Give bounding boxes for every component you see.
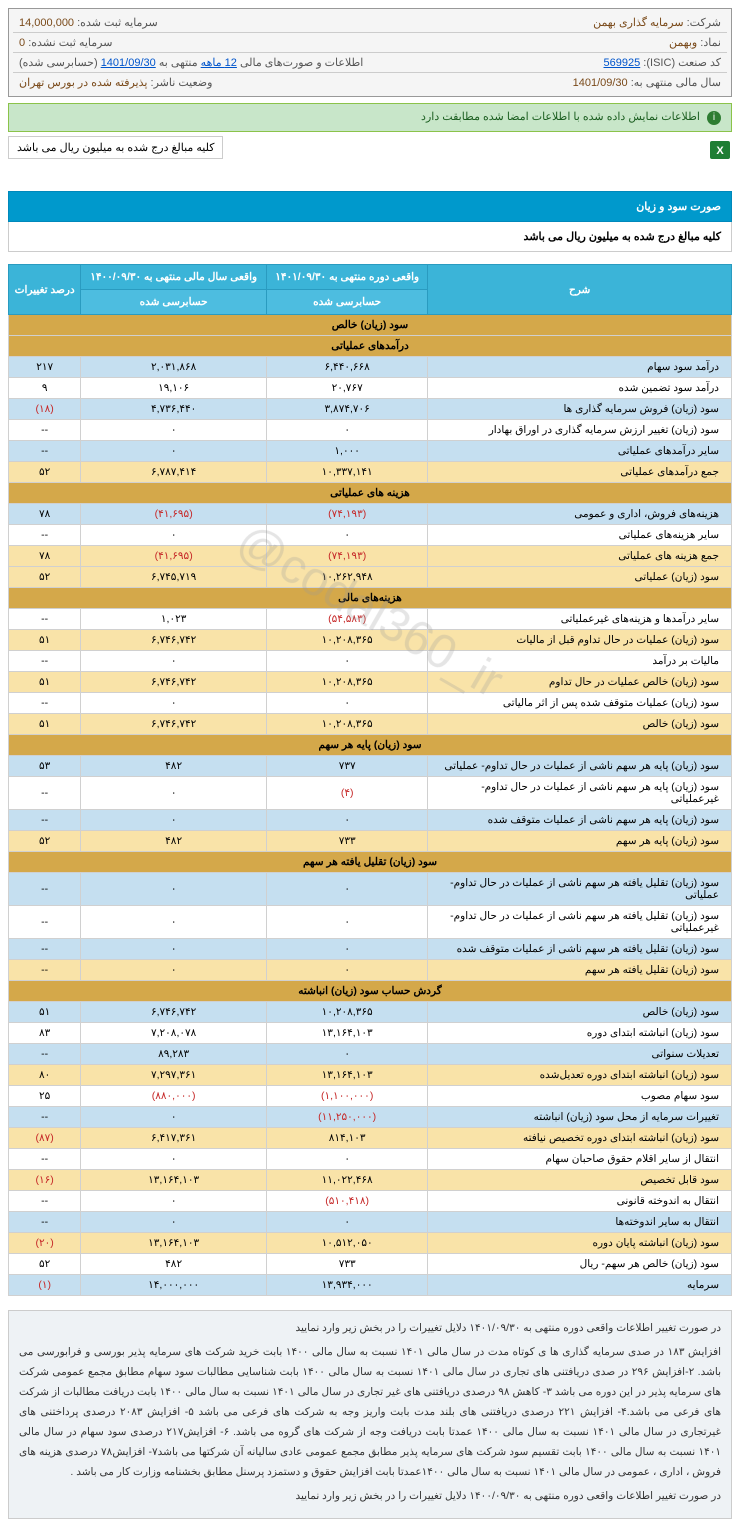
table-row: سود (زیان) خالص۱۰,۲۰۸,۳۶۵۶,۷۴۶,۷۴۲۵۱	[9, 714, 732, 735]
svg-text:X: X	[716, 145, 724, 157]
status-label: وضعیت ناشر:	[151, 77, 213, 89]
table-row: سایر هزینه‌های عملیاتی۰۰--	[9, 525, 732, 546]
section-title: صورت سود و زیان	[8, 191, 732, 222]
report-date-link[interactable]: 1401/09/30	[101, 57, 156, 69]
col-period2: واقعی سال مالی منتهی به ۱۴۰۰/۰۹/۳۰	[81, 265, 267, 290]
sub-notice: کلیه مبالغ درج شده به میلیون ریال می باش…	[8, 136, 223, 159]
col-sub2: حسابرسی شده	[81, 290, 267, 315]
table-row: سود (زیان) عملیاتی۱۰,۲۶۲,۹۴۸۶,۷۴۵,۷۱۹۵۲	[9, 567, 732, 588]
table-row: درآمد سود تضمین شده۲۰,۷۶۷۱۹,۱۰۶۹	[9, 378, 732, 399]
footer-p1: در صورت تغییر اطلاعات واقعی دوره منتهی ب…	[19, 1319, 721, 1339]
group-header: سود (زیان) تقلیل یافته هر سهم	[9, 852, 732, 873]
table-row: سود (زیان) پایه هر سهم۷۳۳۴۸۲۵۲	[9, 831, 732, 852]
table-row: هزینه‌های فروش، اداری و عمومی(۷۴,۱۹۳)(۴۱…	[9, 504, 732, 525]
group-header: درآمدهای عملیاتی	[9, 336, 732, 357]
table-row: سود (زیان) تقلیل یافته هر سهم ناشی از عم…	[9, 906, 732, 939]
section-sub: کلیه مبالغ درج شده به میلیون ریال می باش…	[8, 222, 732, 252]
footer-p2: افزایش ۱۸۳ در صدی سرمایه گذاری ها ی کوتا…	[19, 1343, 721, 1483]
table-row: سرمایه۱۳,۹۳۴,۰۰۰۱۴,۰۰۰,۰۰۰(۱)	[9, 1275, 732, 1296]
table-row: سود (زیان) خالص۱۰,۲۰۸,۳۶۵۶,۷۴۶,۷۴۲۵۱	[9, 1002, 732, 1023]
table-row: جمع هزینه های عملیاتی(۷۴,۱۹۳)(۴۱,۶۹۵)۷۸	[9, 546, 732, 567]
table-row: انتقال به اندوخته قانونی(۵۱۰,۴۱۸)۰--	[9, 1191, 732, 1212]
table-row: سود (زیان) پایه هر سهم ناشی از عملیات در…	[9, 777, 732, 810]
fy-label: سال مالی منتهی به:	[631, 77, 721, 89]
table-row: سود (زیان) پایه هر سهم ناشی از عملیات مت…	[9, 810, 732, 831]
table-row: سود (زیان) فروش سرمایه گذاری ها۳,۸۷۴,۷۰۶…	[9, 399, 732, 420]
footer-notes: در صورت تغییر اطلاعات واقعی دوره منتهی ب…	[8, 1310, 732, 1519]
table-row: درآمد سود سهام۶,۴۴۰,۶۶۸۲,۰۳۱,۸۶۸۲۱۷	[9, 357, 732, 378]
table-row: سود (زیان) تقلیل یافته هر سهم ناشی از عم…	[9, 873, 732, 906]
report-mid: منتهی به	[159, 57, 198, 69]
col-change: درصد تغییرات	[9, 265, 81, 315]
table-row: سود (زیان) انباشته پایان دوره۱۰,۵۱۲,۰۵۰۱…	[9, 1233, 732, 1254]
financial-table: شرح واقعی دوره منتهی به ۱۴۰۱/۰۹/۳۰ واقعی…	[8, 264, 732, 1296]
col-sub1: حسابرسی شده	[266, 290, 427, 315]
table-row: مالیات بر درآمد۰۰--	[9, 651, 732, 672]
footer-p3: در صورت تغییر اطلاعات واقعی دوره منتهی ب…	[19, 1487, 721, 1507]
group-header: هزینه‌های مالی	[9, 588, 732, 609]
capital-reg-label: سرمایه ثبت شده:	[77, 17, 158, 29]
group-header: سود (زیان) پایه هر سهم	[9, 735, 732, 756]
symbol-value: وبهمن	[669, 37, 697, 49]
report-label: اطلاعات و صورت‌های مالی	[240, 57, 363, 69]
table-row: سود (زیان) انباشته ابتدای دوره۱۳,۱۶۴,۱۰۳…	[9, 1023, 732, 1044]
capital-unreg-label: سرمایه ثبت نشده:	[28, 37, 112, 49]
notice-match: i اطلاعات نمایش داده شده با اطلاعات امضا…	[8, 103, 732, 132]
table-row: سود (زیان) خالص هر سهم- ریال۷۳۳۴۸۲۵۲	[9, 1254, 732, 1275]
info-box: شرکت: سرمایه گذاری بهمن سرمایه ثبت شده: …	[8, 8, 732, 97]
table-row: سایر درآمدها و هزینه‌های غیرعملیاتی(۵۴,۵…	[9, 609, 732, 630]
table-row: جمع درآمدهای عملیاتی۱۰,۳۳۷,۱۴۱۶,۷۸۷,۴۱۴۵…	[9, 462, 732, 483]
table-row: سود (زیان) انباشته ابتدای دوره تخصیص نیا…	[9, 1128, 732, 1149]
symbol-label: نماد:	[700, 37, 721, 49]
table-row: تعدیلات سنواتی۰۸۹,۲۸۳--	[9, 1044, 732, 1065]
capital-unreg-value: 0	[19, 37, 25, 49]
group-header: هزینه های عملیاتی	[9, 483, 732, 504]
report-period-link[interactable]: 12 ماهه	[201, 57, 237, 69]
notice-text: اطلاعات نمایش داده شده با اطلاعات امضا ش…	[421, 111, 700, 123]
isic-link[interactable]: 569925	[604, 57, 641, 69]
table-row: سود (زیان) پایه هر سهم ناشی از عملیات در…	[9, 756, 732, 777]
table-row: انتقال به سایر اندوخته‌ها۰۰--	[9, 1212, 732, 1233]
info-icon: i	[707, 111, 721, 125]
status-value: پذیرفته شده در بورس تهران	[19, 77, 147, 89]
table-row: سود (زیان) انباشته ابتدای دوره تعدیل‌شده…	[9, 1065, 732, 1086]
table-row: انتقال از سایر اقلام حقوق صاحبان سهام۰۰-…	[9, 1149, 732, 1170]
table-row: سود (زیان) عملیات متوقف شده پس از اثر ما…	[9, 693, 732, 714]
table-row: سود (زیان) خالص عملیات در حال تداوم۱۰,۲۰…	[9, 672, 732, 693]
group-header: گردش حساب سود (زیان) انباشته	[9, 981, 732, 1002]
table-row: تغییرات سرمایه از محل سود (زیان) انباشته…	[9, 1107, 732, 1128]
table-row: سود (زیان) تقلیل یافته هر سهم ناشی از عم…	[9, 939, 732, 960]
group-header: سود (زیان) خالص	[9, 315, 732, 336]
table-row: سود سهام مصوب(۱,۱۰۰,۰۰۰)(۸۸۰,۰۰۰)۲۵	[9, 1086, 732, 1107]
company-value: سرمایه گذاری بهمن	[593, 17, 683, 29]
table-row: سایر درآمدهای عملیاتی۱,۰۰۰۰--	[9, 441, 732, 462]
report-suffix: (حسابرسی شده)	[19, 57, 98, 69]
col-desc: شرح	[428, 265, 732, 315]
table-row: سود (زیان) تقلیل یافته هر سهم۰۰--	[9, 960, 732, 981]
col-period1: واقعی دوره منتهی به ۱۴۰۱/۰۹/۳۰	[266, 265, 427, 290]
isic-label: کد صنعت (ISIC):	[643, 57, 721, 69]
capital-reg-value: 14,000,000	[19, 17, 74, 29]
table-row: سود (زیان) تغییر ارزش سرمایه گذاری در او…	[9, 420, 732, 441]
company-label: شرکت:	[687, 17, 721, 29]
excel-icon[interactable]: X	[708, 138, 732, 162]
table-row: سود (زیان) عملیات در حال تداوم قبل از ما…	[9, 630, 732, 651]
table-row: سود قابل تخصیص۱۱,۰۲۲,۴۶۸۱۳,۱۶۴,۱۰۳(۱۶)	[9, 1170, 732, 1191]
fy-value: 1401/09/30	[573, 77, 628, 89]
